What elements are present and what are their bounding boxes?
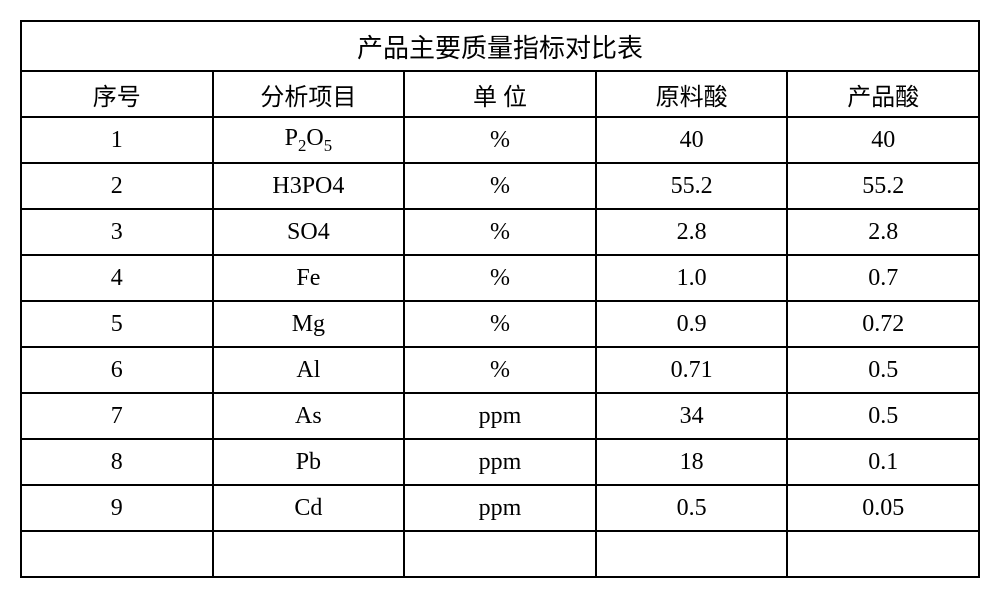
table-row: 4Fe%1.00.7 [21, 255, 979, 301]
seq-cell: 9 [21, 485, 213, 531]
table-row: 7Asppm340.5 [21, 393, 979, 439]
table-row: 2H3PO4%55.255.2 [21, 163, 979, 209]
item-cell: SO4 [213, 209, 405, 255]
unit-cell: % [404, 255, 596, 301]
empty-cell [787, 531, 979, 577]
raw-cell: 40 [596, 117, 788, 163]
comparison-table-container: 产品主要质量指标对比表序号分析项目单 位原料酸产品酸1P2O5%40402H3P… [20, 20, 980, 578]
prod-cell: 55.2 [787, 163, 979, 209]
item-cell: Al [213, 347, 405, 393]
prod-cell: 0.05 [787, 485, 979, 531]
seq-cell: 3 [21, 209, 213, 255]
table-title: 产品主要质量指标对比表 [21, 21, 979, 71]
table-header-row: 序号分析项目单 位原料酸产品酸 [21, 71, 979, 117]
column-header: 产品酸 [787, 71, 979, 117]
column-header: 单 位 [404, 71, 596, 117]
table-row: 3SO4%2.82.8 [21, 209, 979, 255]
item-cell: Cd [213, 485, 405, 531]
seq-cell: 5 [21, 301, 213, 347]
column-header: 序号 [21, 71, 213, 117]
raw-cell: 0.9 [596, 301, 788, 347]
raw-cell: 34 [596, 393, 788, 439]
item-cell: Pb [213, 439, 405, 485]
item-cell: Mg [213, 301, 405, 347]
raw-cell: 55.2 [596, 163, 788, 209]
table-title-row: 产品主要质量指标对比表 [21, 21, 979, 71]
table-row: 8Pbppm180.1 [21, 439, 979, 485]
raw-cell: 18 [596, 439, 788, 485]
prod-cell: 0.5 [787, 393, 979, 439]
prod-cell: 2.8 [787, 209, 979, 255]
empty-cell [596, 531, 788, 577]
prod-cell: 40 [787, 117, 979, 163]
prod-cell: 0.1 [787, 439, 979, 485]
empty-cell [404, 531, 596, 577]
seq-cell: 2 [21, 163, 213, 209]
unit-cell: % [404, 117, 596, 163]
seq-cell: 6 [21, 347, 213, 393]
prod-cell: 0.7 [787, 255, 979, 301]
empty-cell [21, 531, 213, 577]
table-row: 6Al%0.710.5 [21, 347, 979, 393]
prod-cell: 0.72 [787, 301, 979, 347]
unit-cell: ppm [404, 485, 596, 531]
unit-cell: % [404, 347, 596, 393]
comparison-table: 产品主要质量指标对比表序号分析项目单 位原料酸产品酸1P2O5%40402H3P… [20, 20, 980, 578]
item-cell: P2O5 [213, 117, 405, 163]
unit-cell: ppm [404, 393, 596, 439]
raw-cell: 1.0 [596, 255, 788, 301]
table-row: 9Cdppm0.50.05 [21, 485, 979, 531]
raw-cell: 0.71 [596, 347, 788, 393]
unit-cell: % [404, 163, 596, 209]
empty-row [21, 531, 979, 577]
table-row: 5Mg%0.90.72 [21, 301, 979, 347]
seq-cell: 8 [21, 439, 213, 485]
item-cell: As [213, 393, 405, 439]
item-cell: Fe [213, 255, 405, 301]
raw-cell: 0.5 [596, 485, 788, 531]
seq-cell: 4 [21, 255, 213, 301]
prod-cell: 0.5 [787, 347, 979, 393]
unit-cell: ppm [404, 439, 596, 485]
raw-cell: 2.8 [596, 209, 788, 255]
unit-cell: % [404, 301, 596, 347]
seq-cell: 1 [21, 117, 213, 163]
unit-cell: % [404, 209, 596, 255]
item-cell: H3PO4 [213, 163, 405, 209]
seq-cell: 7 [21, 393, 213, 439]
empty-cell [213, 531, 405, 577]
table-row: 1P2O5%4040 [21, 117, 979, 163]
column-header: 原料酸 [596, 71, 788, 117]
table-body: 产品主要质量指标对比表序号分析项目单 位原料酸产品酸1P2O5%40402H3P… [21, 21, 979, 577]
column-header: 分析项目 [213, 71, 405, 117]
